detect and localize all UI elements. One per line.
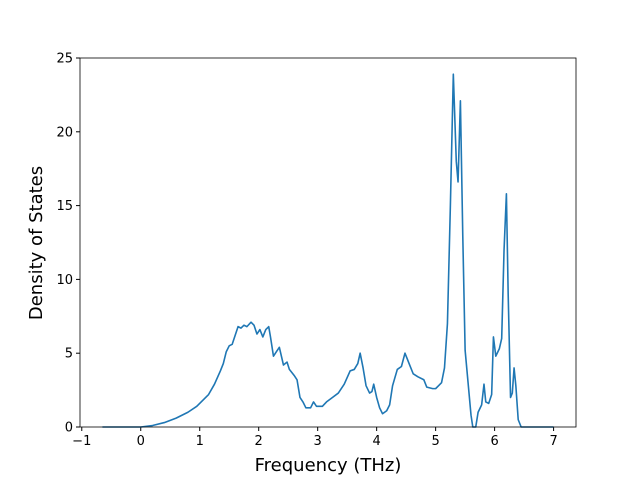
x-tick-label: −1: [72, 434, 91, 449]
y-tick-label: 10: [56, 273, 73, 288]
x-tick-label: 6: [490, 434, 498, 449]
x-tick-label: 3: [314, 434, 322, 449]
y-axis-label: Density of States: [26, 166, 47, 320]
y-tick-label: 0: [65, 421, 73, 436]
x-tick-label: 7: [549, 434, 557, 449]
y-tick-label: 5: [65, 347, 73, 362]
y-tick-label: 20: [56, 125, 73, 140]
plot-frame: [79, 57, 577, 428]
x-tick-label: 4: [373, 434, 381, 449]
x-tick-label: 5: [431, 434, 439, 449]
x-tick-label: 1: [196, 434, 204, 449]
x-tick-label: 0: [137, 434, 145, 449]
y-tick-label: 15: [56, 199, 73, 214]
line-series: [102, 73, 554, 428]
x-axis-label: Frequency (THz): [255, 455, 402, 476]
y-tick-label: 25: [56, 52, 73, 67]
x-tick-label: 2: [255, 434, 263, 449]
